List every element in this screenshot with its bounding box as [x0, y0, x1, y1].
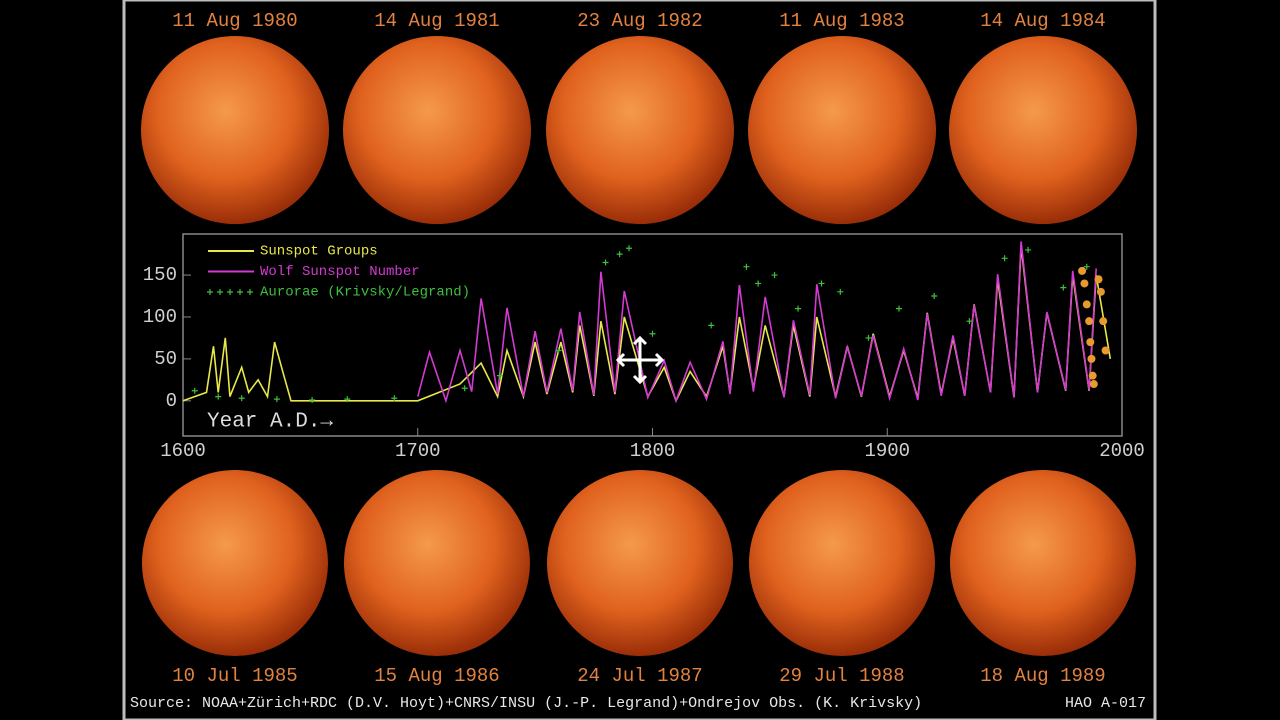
legend-label: Aurorae (Krivsky/Legrand)	[260, 285, 470, 301]
sun-image	[343, 36, 531, 224]
sun-image	[547, 470, 733, 656]
legend-symbol	[227, 289, 233, 295]
legend-symbol	[237, 289, 243, 295]
aurora-point	[743, 263, 750, 270]
data-dot	[1087, 354, 1096, 363]
x-tick-label: 1900	[864, 440, 910, 462]
data-line	[417, 241, 1097, 404]
aurora-point	[626, 245, 633, 252]
sun-image	[949, 36, 1137, 224]
data-dot	[1094, 275, 1103, 284]
aurora-point	[496, 372, 503, 379]
data-dot	[1096, 287, 1105, 296]
sun-images: 11 Aug 1980 14 Aug 1981 23 Aug 1982 11 Aug …	[141, 10, 1137, 687]
sun-image	[546, 36, 734, 224]
aurora-point	[309, 396, 316, 403]
aurora-point	[649, 330, 656, 337]
aurora-point	[708, 322, 715, 329]
aurora-point	[755, 280, 762, 287]
aurora-point	[191, 387, 198, 394]
aurora-point	[818, 280, 825, 287]
aurora-point	[1001, 255, 1008, 262]
legend-symbol	[247, 289, 253, 295]
sun-image	[748, 36, 936, 224]
image-date: 15 Aug 1986	[374, 665, 499, 687]
x-tick-label: 1800	[630, 440, 676, 462]
aurora-point	[215, 393, 222, 400]
data-dot	[1101, 346, 1110, 355]
y-tick-label: 150	[143, 264, 177, 286]
aurora-point	[602, 259, 609, 266]
image-date: 11 Aug 1980	[172, 10, 297, 32]
aurora-point	[837, 288, 844, 295]
aurora-point	[344, 396, 351, 403]
data-dot	[1082, 300, 1091, 309]
image-date: 11 Aug 1983	[779, 10, 904, 32]
aurora-point	[966, 318, 973, 325]
sun-image	[749, 470, 935, 656]
image-date: 24 Jul 1987	[577, 665, 702, 687]
data-dot	[1078, 266, 1087, 275]
sun-image	[344, 470, 530, 656]
aurora-point	[931, 293, 938, 300]
image-date: 14 Aug 1984	[980, 10, 1105, 32]
aurora-point	[238, 395, 245, 402]
aurora-point	[895, 305, 902, 312]
aurora-point	[1025, 246, 1032, 253]
legend-label: Wolf Sunspot Number	[260, 264, 420, 280]
data-dot	[1099, 317, 1108, 326]
data-dot	[1089, 380, 1098, 389]
x-tick-label: 1600	[160, 440, 206, 462]
aurora-point	[461, 385, 468, 392]
data-dot	[1086, 338, 1095, 347]
data-dot	[1080, 279, 1089, 288]
image-date: 29 Jul 1988	[779, 665, 904, 687]
aurora-point	[273, 396, 280, 403]
legend-symbol	[207, 289, 213, 295]
x-tick-label: 2000	[1099, 440, 1145, 462]
aurora-point	[795, 305, 802, 312]
aurora-point	[616, 251, 623, 258]
plot: 0 50 100 150 1600 1700 1800 1900 2000 Sunspot Gro…	[143, 241, 1145, 462]
image-date: 14 Aug 1981	[374, 10, 499, 32]
sun-image	[142, 470, 328, 656]
legend-label: Sunspot Groups	[260, 244, 378, 260]
source-text: Source: NOAA+Zürich+RDC (D.V. Hoyt)+CNRS…	[130, 695, 922, 712]
image-date: 23 Aug 1982	[577, 10, 702, 32]
move-cursor	[615, 335, 665, 385]
x-tick-label: 1700	[395, 440, 441, 462]
aurora-point	[1060, 284, 1067, 291]
figure-id: HAO A-017	[1065, 695, 1146, 712]
data-dot	[1085, 317, 1094, 326]
image-date: 18 Aug 1989	[980, 665, 1105, 687]
y-tick-label: 0	[166, 390, 177, 412]
image-date: 10 Jul 1985	[172, 665, 297, 687]
data-dot	[1088, 371, 1097, 380]
aurora-point	[865, 334, 872, 341]
y-tick-label: 100	[143, 306, 177, 328]
annotation: Year A.D.→	[207, 411, 333, 434]
aurora-point	[391, 395, 398, 402]
legend-symbol	[217, 289, 223, 295]
aurora-point	[1083, 263, 1090, 270]
aurora-point	[771, 272, 778, 279]
sun-image	[141, 36, 329, 224]
y-tick-label: 50	[154, 348, 177, 370]
sun-image	[950, 470, 1136, 656]
aurora-point	[555, 347, 562, 354]
